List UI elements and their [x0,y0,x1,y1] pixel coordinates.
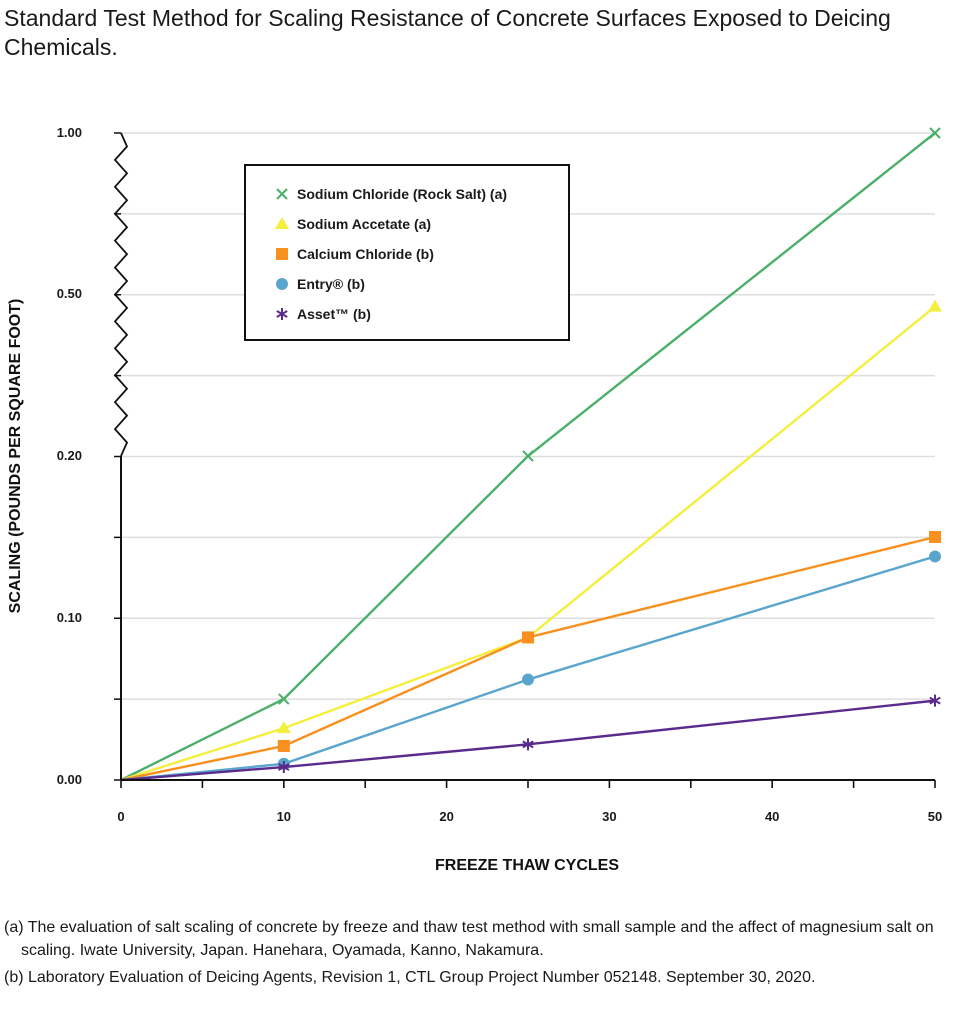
data-point [522,631,534,644]
marker-stroke [929,127,941,139]
marker-stroke [276,188,288,200]
chart-title: Standard Test Method for Scaling Resista… [4,5,891,60]
marker-stroke [278,693,290,705]
x-tick-label: 30 [602,809,616,824]
series-line [120,132,936,782]
series-4 [120,694,941,782]
footnote-a: (a) The evaluation of salt scaling of co… [4,919,934,959]
data-point [929,127,941,139]
x-tick-label: 50 [928,809,942,824]
data-point [278,693,290,705]
axes [113,132,936,788]
marker-stroke [278,763,290,771]
series-line [120,305,936,782]
legend-box [244,164,570,341]
data-point [276,721,291,734]
footnotes: (a) The evaluation of salt scaling of co… [4,916,964,993]
legend-label: Calcium Chloride (b) [297,246,434,262]
x-tick-label: 20 [439,809,453,824]
data-point [522,450,534,462]
y-tick-label: 0.10 [57,610,82,625]
legend-marker [276,308,288,320]
marker-stroke [276,310,288,318]
data-point [929,550,941,563]
series-0 [120,127,941,782]
data-point [277,739,290,752]
legend-marker [275,217,289,229]
legend-marker [276,248,288,260]
y-axis-title: SCALING (POUNDS PER SQUARE FOOT) [7,299,24,614]
x-tick-label: 0 [117,809,124,824]
marker-stroke [522,450,534,462]
x-tick-label: 10 [277,809,291,824]
series-1 [120,299,942,782]
legend-marker [276,278,288,290]
data-point [929,694,941,707]
data-point [278,761,290,774]
series-line [120,555,936,782]
marker-stroke [522,740,534,749]
y-tick-label: 1.00 [57,125,82,140]
data-point [928,299,942,312]
series-lines [120,127,942,782]
y-tick-label: 0.50 [57,286,82,301]
series-2 [120,531,941,782]
legend: Sodium Chloride (Rock Salt) (a) Sodium Ac… [244,164,570,341]
data-point [522,738,534,751]
line-chart: 0.00 0.10 0.20 0.50 1.00 0 10 20 30 40 50 FREEZE T… [7,125,943,874]
legend-label: Sodium Accetate (a) [297,216,431,232]
tick-labels: 0.00 0.10 0.20 0.50 1.00 0 10 20 30 40 50 [57,125,943,824]
legend-label: Sodium Chloride (Rock Salt) (a) [297,186,507,202]
footnote-b: (b) Laboratory Evaluation of Deicing Age… [4,969,816,986]
y-axis-break [113,132,129,457]
marker-stroke [929,696,941,705]
y-tick-label: 0.00 [57,772,82,787]
series-line [120,535,936,782]
legend-marker [276,188,288,200]
y-tick-label: 0.20 [57,448,82,463]
data-point [929,531,941,543]
series-line [120,699,936,782]
data-point [522,673,534,686]
x-tick-label: 40 [765,809,779,824]
legend-label: Entry® (b) [297,276,365,292]
x-axis-title: FREEZE THAW CYCLES [435,857,619,874]
legend-label: Asset™ (b) [297,306,371,322]
